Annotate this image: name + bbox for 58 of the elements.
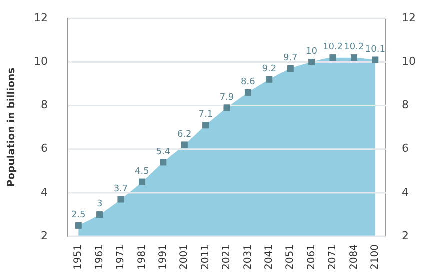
- data-label: 3.7: [114, 184, 128, 194]
- x-tick-label: 2041: [264, 244, 275, 270]
- point: [202, 122, 209, 129]
- x-tick-label: 2051: [285, 244, 296, 270]
- x-tick-label: 2031: [242, 244, 254, 270]
- x-tick-label: 1991: [158, 244, 169, 270]
- data-label: 7.9: [220, 92, 234, 103]
- data-label: 3: [96, 200, 103, 210]
- point: [224, 104, 230, 112]
- data-label: 10.1: [365, 44, 386, 55]
- point: [181, 142, 188, 148]
- y-tick-label: 2: [40, 229, 48, 242]
- x-tick-label: 1951: [73, 244, 84, 270]
- x-tick-label: 2071: [328, 244, 339, 270]
- x-tick-label: 2061: [306, 244, 318, 270]
- point: [287, 66, 294, 72]
- data-label: 8.6: [241, 78, 256, 88]
- data-label: 7.1: [198, 110, 213, 120]
- y-tick-label: 4: [40, 186, 48, 199]
- y2-tick-label: 10: [402, 55, 416, 68]
- point: [96, 212, 103, 218]
- data-label: 2.5: [71, 210, 86, 220]
- y2-tick-label: 4: [402, 186, 410, 199]
- x-tick-label: 2100: [370, 244, 381, 270]
- y-tick-label: 8: [40, 98, 48, 112]
- y-axis-title: Population in billions: [6, 68, 18, 188]
- point: [245, 90, 252, 96]
- y2-tick-label: 2: [402, 229, 410, 242]
- point: [308, 59, 315, 66]
- point: [330, 54, 336, 62]
- x-tick-label: 1961: [94, 244, 106, 270]
- data-label: 9.2: [262, 64, 277, 74]
- point: [160, 159, 167, 166]
- data-label: 9.7: [283, 54, 298, 64]
- x-tick-label: 2021: [222, 244, 233, 270]
- y-tick-label: 12: [34, 11, 48, 24]
- x-tick-label: 2001: [179, 244, 190, 270]
- x-tick-label: 2011: [200, 244, 212, 270]
- x-tick-label: 1981: [136, 244, 148, 270]
- y-tick-label: 10: [34, 55, 48, 68]
- data-label: 10.2: [344, 42, 364, 53]
- y2-tick-label: 6: [402, 142, 410, 156]
- point: [75, 222, 82, 229]
- data-label: 10.2: [322, 42, 344, 53]
- point: [139, 178, 146, 186]
- data-label: 4.5: [135, 166, 150, 177]
- x-tick-label: 1971: [116, 244, 127, 270]
- data-label: 10: [306, 47, 318, 58]
- x-tick-label: 2084: [348, 244, 360, 270]
- point: [351, 54, 358, 62]
- point: [266, 76, 273, 83]
- y2-tick-label: 8: [402, 98, 410, 112]
- data-label: 5.4: [156, 147, 171, 158]
- point: [372, 56, 379, 64]
- data-label: 6.2: [177, 130, 192, 140]
- point: [118, 196, 124, 203]
- y2-tick-label: 12: [402, 11, 416, 24]
- y-tick-label: 6: [40, 142, 48, 156]
